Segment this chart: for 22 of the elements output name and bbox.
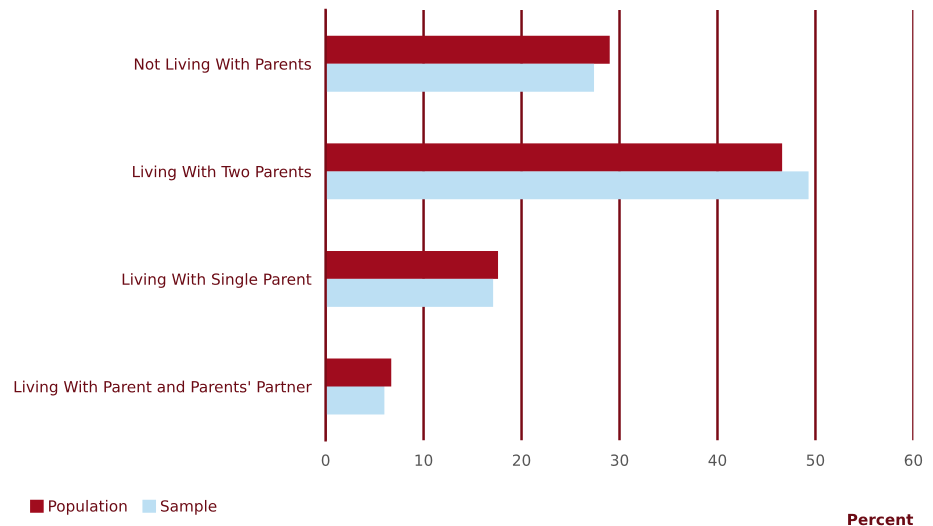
y-tick-label: Not Living With Parents — [134, 58, 311, 73]
bar — [326, 278, 494, 307]
legend-label: Population — [49, 500, 127, 515]
x-tick-label: 0 — [322, 454, 330, 466]
x-tick-label: 60 — [904, 454, 922, 466]
bar — [326, 250, 498, 279]
x-tick-label: 50 — [806, 454, 824, 466]
x-tick-label: 10 — [416, 454, 432, 466]
bar — [326, 64, 594, 92]
x-tick-label: 20 — [512, 454, 530, 466]
y-tick-label: Living With Single Parent — [122, 273, 312, 288]
bar — [326, 36, 610, 64]
legend-label: Sample — [160, 500, 216, 515]
x-axis-title: Percent — [848, 514, 914, 526]
bar — [326, 143, 782, 172]
x-tick-label: 40 — [708, 454, 726, 466]
bar — [326, 386, 384, 414]
y-tick-label: Living With Parent and Parents' Partner — [14, 380, 312, 396]
x-tick-label: 30 — [610, 454, 628, 466]
bar — [326, 171, 809, 200]
y-tick-label: Living With Two Parents — [133, 166, 311, 180]
bar — [326, 358, 392, 386]
